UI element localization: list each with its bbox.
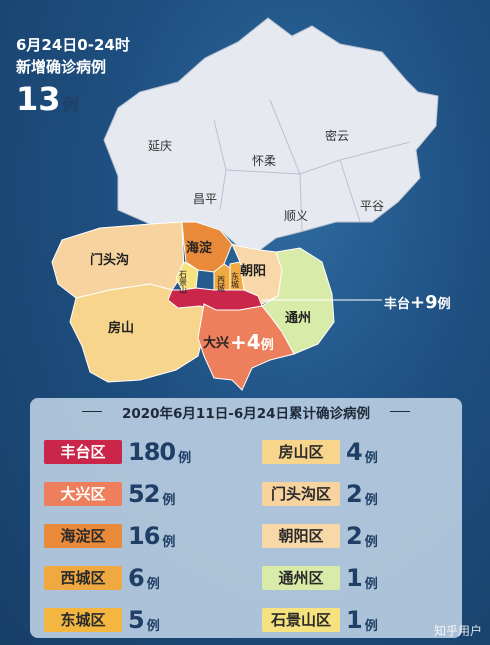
daxing-increase-unit: 例 xyxy=(260,338,274,353)
case-row: 房山区 4 例 xyxy=(262,438,378,466)
case-count: 1 xyxy=(346,564,363,592)
district-badge: 朝阳区 xyxy=(262,524,340,548)
case-unit: 例 xyxy=(364,492,378,508)
case-row: 石景山区 1 例 xyxy=(262,606,378,634)
map-border-line xyxy=(299,173,303,233)
case-unit: 例 xyxy=(364,618,378,634)
beijing-map: 延庆 密云 怀柔 昌平 顺义 平谷 门头沟 海淀 朝阳 通州 房山 大兴 石景山… xyxy=(51,17,439,391)
case-row: 西城区 6 例 xyxy=(44,564,160,592)
map-border-line xyxy=(225,141,411,175)
case-count: 1 xyxy=(346,606,363,634)
label-chaoyang: 朝阳 xyxy=(240,263,266,279)
label-xicheng: 西城 xyxy=(217,276,226,293)
label-dongcheng: 东城 xyxy=(231,271,240,289)
header-count: 13 例 xyxy=(16,82,130,122)
label-shijingshan: 石景山 xyxy=(179,270,188,295)
district-badge: 东城区 xyxy=(44,608,122,632)
district-badge: 大兴区 xyxy=(44,482,122,506)
case-row: 大兴区 52 例 xyxy=(44,480,175,508)
case-row: 朝阳区 2 例 xyxy=(262,522,378,550)
header-subtitle: 新增确诊病例 xyxy=(16,58,107,76)
district-badge: 门头沟区 xyxy=(262,482,340,506)
case-unit: 例 xyxy=(364,576,378,592)
case-unit: 例 xyxy=(364,534,378,550)
label-tongzhou: 通州 xyxy=(285,310,311,326)
fengtai-callout-name: 丰台 xyxy=(384,297,411,312)
fengtai-callout-plus: +9 xyxy=(410,292,438,313)
district-badge: 海淀区 xyxy=(44,524,122,548)
case-count: 16 xyxy=(128,522,160,550)
case-count: 2 xyxy=(346,480,363,508)
case-row: 通州区 1 例 xyxy=(262,564,378,592)
daxing-increase-plus: +4 xyxy=(230,330,261,354)
district-badge: 丰台区 xyxy=(44,440,122,464)
label-changping: 昌平 xyxy=(193,192,217,206)
label-huairou: 怀柔 xyxy=(252,154,276,168)
case-count: 5 xyxy=(128,606,145,634)
map-border-line xyxy=(269,99,301,175)
case-count: 52 xyxy=(128,480,160,508)
header-count-number: 13 xyxy=(16,80,61,118)
case-unit: 例 xyxy=(178,450,192,466)
case-count: 180 xyxy=(128,438,176,466)
case-count: 4 xyxy=(346,438,363,466)
case-unit: 例 xyxy=(364,450,378,466)
district-badge: 西城区 xyxy=(44,566,122,590)
case-row: 丰台区 180 例 xyxy=(44,438,191,466)
case-unit: 例 xyxy=(146,576,160,592)
case-count: 2 xyxy=(346,522,363,550)
label-pinggu: 平谷 xyxy=(360,199,384,213)
header-date: 6月24日0-24时 xyxy=(16,36,130,54)
label-yanqing: 延庆 xyxy=(148,139,172,153)
label-shunyi: 顺义 xyxy=(284,209,308,223)
fengtai-callout: 丰台+9例 xyxy=(384,292,451,313)
map-border-line xyxy=(339,159,361,223)
case-row: 东城区 5 例 xyxy=(44,606,160,634)
cumulative-panel: 2020年6月11日-6月24日累计确诊病例 丰台区 180 例大兴区 52 例海淀区 1… xyxy=(30,398,462,638)
case-unit: 例 xyxy=(162,492,176,508)
case-row: 海淀区 16 例 xyxy=(44,522,175,550)
daxing-increase: +4例 xyxy=(230,330,274,354)
district-badge: 通州区 xyxy=(262,566,340,590)
case-count: 6 xyxy=(128,564,145,592)
map-region-north xyxy=(103,17,439,251)
watermark: 知乎用户 xyxy=(433,624,482,638)
header-count-unit: 例 xyxy=(62,95,79,114)
map-region-fangshan xyxy=(69,283,205,383)
header: 6月24日0-24时 新增确诊病例 13 例 xyxy=(16,34,130,122)
panel-title: 2020年6月11日-6月24日累计确诊病例 xyxy=(30,402,462,422)
label-miyun: 密云 xyxy=(325,128,349,143)
district-badge: 房山区 xyxy=(262,440,340,464)
case-unit: 例 xyxy=(146,618,160,634)
label-daxing: 大兴 xyxy=(203,335,229,351)
map-region-daxing xyxy=(197,303,295,391)
label-fangshan: 房山 xyxy=(108,320,134,336)
district-badge: 石景山区 xyxy=(262,608,340,632)
label-haidian: 海淀 xyxy=(186,240,213,256)
label-mentougou: 门头沟 xyxy=(90,252,129,268)
case-unit: 例 xyxy=(162,534,176,550)
fengtai-callout-unit: 例 xyxy=(437,297,451,312)
case-row: 门头沟区 2 例 xyxy=(262,480,378,508)
